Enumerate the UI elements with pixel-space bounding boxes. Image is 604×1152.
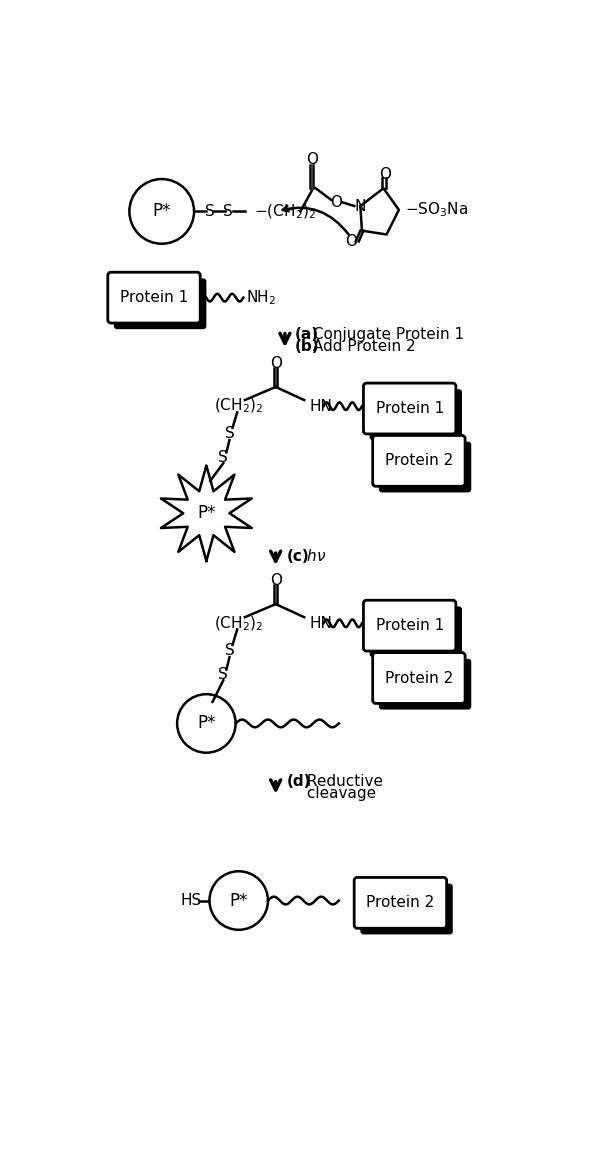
Text: O: O [379,167,391,182]
Text: Protein 2: Protein 2 [385,670,453,685]
Text: cleavage: cleavage [302,786,376,801]
FancyBboxPatch shape [373,435,465,486]
Text: (c): (c) [286,548,309,563]
Text: Conjugate Protein 1: Conjugate Protein 1 [308,327,464,342]
Text: O: O [306,152,318,167]
FancyBboxPatch shape [364,600,456,651]
Text: N: N [355,198,366,213]
Text: S: S [219,667,228,682]
Text: Protein 1: Protein 1 [376,619,444,634]
Text: (b): (b) [295,339,320,354]
Text: Reductive: Reductive [302,774,383,789]
Text: $-$(CH$_2$)$_2$: $-$(CH$_2$)$_2$ [254,203,316,220]
Text: S: S [219,450,228,465]
Text: S: S [223,204,233,219]
Text: O: O [345,234,357,249]
Text: P*: P* [230,892,248,910]
FancyBboxPatch shape [370,606,462,658]
Text: O: O [330,195,342,210]
FancyBboxPatch shape [114,279,207,329]
FancyBboxPatch shape [379,441,471,492]
FancyBboxPatch shape [364,384,456,434]
Text: Protein 1: Protein 1 [376,401,444,416]
FancyBboxPatch shape [373,652,465,704]
Text: S: S [225,643,234,658]
Text: S: S [225,425,234,441]
Text: (CH$_2$)$_2$: (CH$_2$)$_2$ [214,397,263,416]
Text: O: O [269,356,281,371]
Text: O: O [269,574,281,589]
FancyBboxPatch shape [108,272,200,323]
Text: Protein 2: Protein 2 [385,454,453,469]
Text: $-$SO$_3$Na: $-$SO$_3$Na [405,200,468,219]
Text: HS: HS [181,893,202,908]
Text: $h\nu$: $h\nu$ [302,548,327,564]
FancyBboxPatch shape [370,389,462,440]
FancyBboxPatch shape [361,884,453,934]
Text: (d): (d) [286,774,311,789]
Text: S: S [205,204,214,219]
Text: (a): (a) [295,327,319,342]
Text: (CH$_2$)$_2$: (CH$_2$)$_2$ [214,614,263,632]
Text: Add Protein 2: Add Protein 2 [308,339,416,354]
Text: Protein 2: Protein 2 [366,895,434,910]
FancyBboxPatch shape [354,878,446,929]
Text: P*: P* [197,505,216,522]
Text: P*: P* [197,714,216,733]
Text: P*: P* [152,203,171,220]
Text: HN: HN [310,616,332,631]
Text: Protein 1: Protein 1 [120,290,188,305]
Text: HN: HN [310,399,332,414]
Text: NH$_2$: NH$_2$ [246,288,277,306]
FancyBboxPatch shape [379,659,471,710]
